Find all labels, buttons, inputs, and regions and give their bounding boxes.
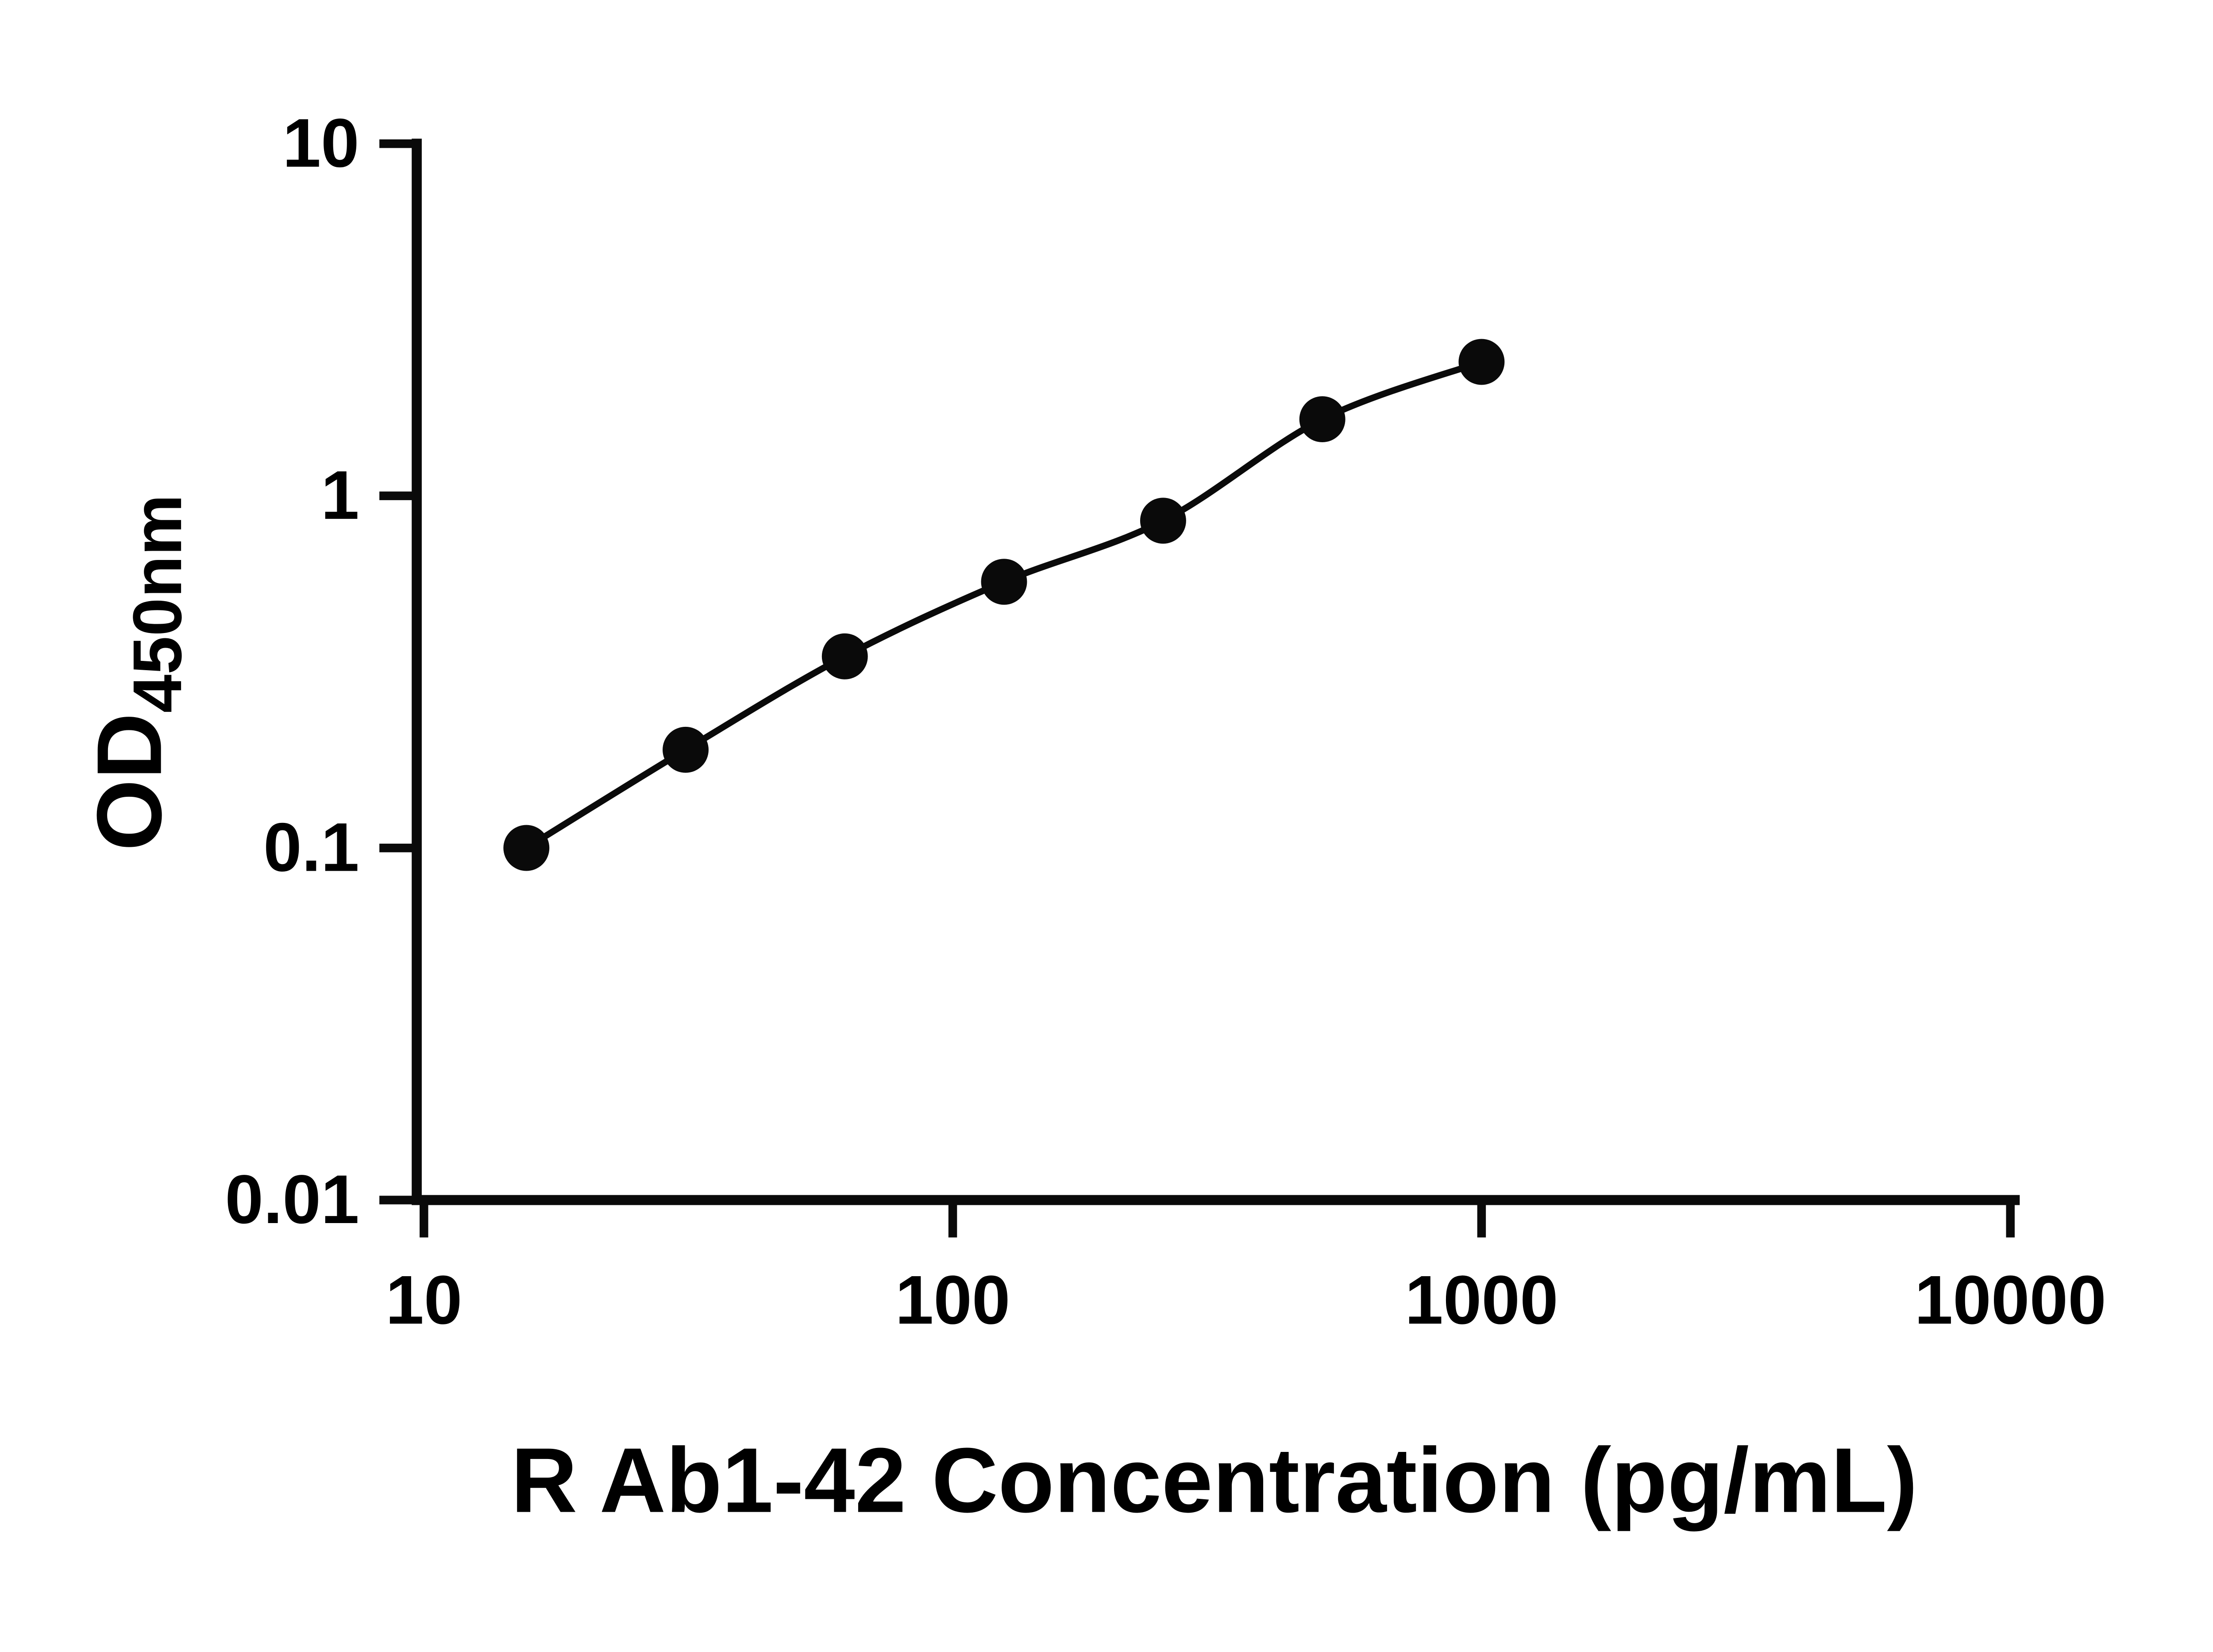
x-tick-label: 10 [386,1262,462,1339]
y-tick-label: 10 [282,105,359,182]
data-points-layer [503,339,1505,871]
y-axis-title-base: OD [78,713,181,851]
y-tick-label: 0.01 [225,1161,359,1238]
y-tick-label: 1 [321,457,359,534]
x-tick-label: 10000 [1915,1262,2106,1339]
data-point [503,825,550,871]
x-tick-label: 100 [895,1262,1010,1339]
axes [412,139,2020,1205]
y-axis-title: OD450nm [78,494,196,851]
data-point [1299,396,1346,443]
y-tick-label: 0.1 [263,809,359,886]
data-point [1140,498,1186,544]
x-tick-label: 1000 [1405,1262,1558,1339]
axis-lines [412,139,2020,1205]
axis-ticks [379,139,2015,1238]
data-point [663,726,709,773]
data-point [821,633,868,679]
data-point [981,559,1027,605]
x-axis-title: R Ab1-42 Concentration (pg/mL) [511,1429,1917,1532]
axis-tick-labels: 0.01 0.1 1 10 10 100 1000 10000 [225,105,2106,1339]
y-axis-title-subscript: 450nm [119,494,196,713]
elisa-standard-curve-chart: 0.01 0.1 1 10 10 100 1000 10000 R Ab1-42 Concen… [78,104,2106,1532]
data-point [1458,339,1505,385]
chart-canvas: 0.01 0.1 1 10 10 100 1000 10000 R Ab1-42 Concen… [78,105,2106,1532]
